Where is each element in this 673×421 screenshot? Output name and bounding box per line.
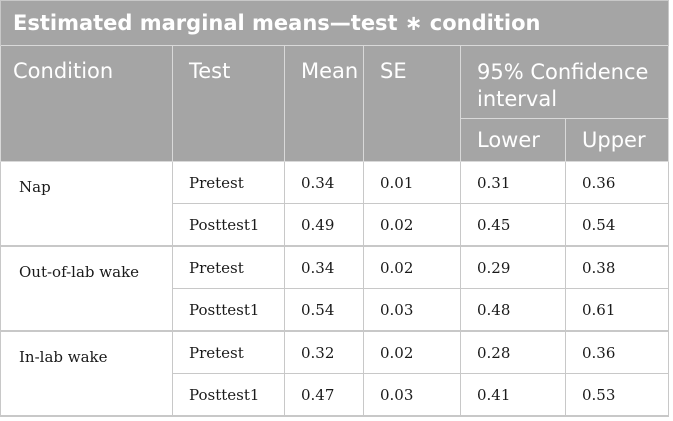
condition-cell: Out-of-lab wake bbox=[0, 245, 173, 332]
test-cell: Posttest1 bbox=[172, 373, 285, 417]
mean-cell: 0.54 bbox=[284, 288, 364, 332]
mean-cell: 0.34 bbox=[284, 161, 364, 204]
se-cell: 0.02 bbox=[363, 245, 461, 289]
table-row: Posttest1 0.47 0.03 0.41 0.53 bbox=[1, 373, 670, 417]
header-se: SE bbox=[363, 45, 461, 162]
test-cell: Pretest bbox=[172, 245, 285, 289]
lower-cell: 0.48 bbox=[460, 288, 566, 332]
upper-cell: 0.61 bbox=[564, 288, 670, 332]
upper-cell: 0.36 bbox=[564, 330, 670, 374]
upper-cell: 0.38 bbox=[564, 245, 670, 289]
lower-cell: 0.29 bbox=[460, 245, 566, 289]
header-test: Test bbox=[172, 45, 285, 162]
se-cell: 0.02 bbox=[363, 203, 461, 247]
table-row: Posttest1 0.54 0.03 0.48 0.61 bbox=[1, 288, 670, 332]
se-cell: 0.03 bbox=[363, 373, 461, 417]
lower-cell: 0.41 bbox=[460, 373, 566, 417]
mean-cell: 0.32 bbox=[284, 330, 364, 374]
header-condition: Condition bbox=[0, 45, 173, 162]
test-cell: Posttest1 bbox=[172, 203, 285, 247]
table-title: Estimated marginal means—test ∗ conditio… bbox=[0, 0, 670, 46]
mean-cell: 0.34 bbox=[284, 245, 364, 289]
upper-cell: 0.53 bbox=[564, 373, 670, 417]
table-row: Nap Pretest 0.34 0.01 0.31 0.36 bbox=[0, 161, 670, 247]
se-cell: 0.02 bbox=[363, 330, 461, 374]
condition-cell: Nap bbox=[0, 161, 173, 247]
header-upper: Upper bbox=[564, 118, 670, 162]
lower-cell: 0.45 bbox=[460, 203, 566, 247]
upper-cell: 0.36 bbox=[564, 161, 670, 204]
se-cell: 0.03 bbox=[363, 288, 461, 332]
table-row: In-lab wake Pretest 0.32 0.02 0.28 0.36 bbox=[0, 330, 670, 417]
table-row: Posttest1 0.49 0.02 0.45 0.54 bbox=[1, 203, 670, 247]
se-cell: 0.01 bbox=[363, 161, 461, 204]
mean-cell: 0.47 bbox=[284, 373, 364, 417]
test-cell: Pretest bbox=[172, 161, 285, 204]
condition-cell: In-lab wake bbox=[0, 330, 173, 417]
header-mean: Mean bbox=[284, 45, 364, 162]
test-cell: Pretest bbox=[172, 330, 285, 374]
lower-cell: 0.31 bbox=[460, 161, 566, 204]
mean-cell: 0.49 bbox=[284, 203, 364, 247]
upper-cell: 0.54 bbox=[564, 203, 670, 247]
table-row: Out-of-lab wake Pretest 0.34 0.02 0.29 0… bbox=[0, 245, 670, 332]
lower-cell: 0.28 bbox=[460, 330, 566, 374]
test-cell: Posttest1 bbox=[172, 288, 285, 332]
header-lower: Lower bbox=[460, 118, 566, 162]
header-confidence-interval: 95% Confidence interval bbox=[459, 45, 670, 119]
